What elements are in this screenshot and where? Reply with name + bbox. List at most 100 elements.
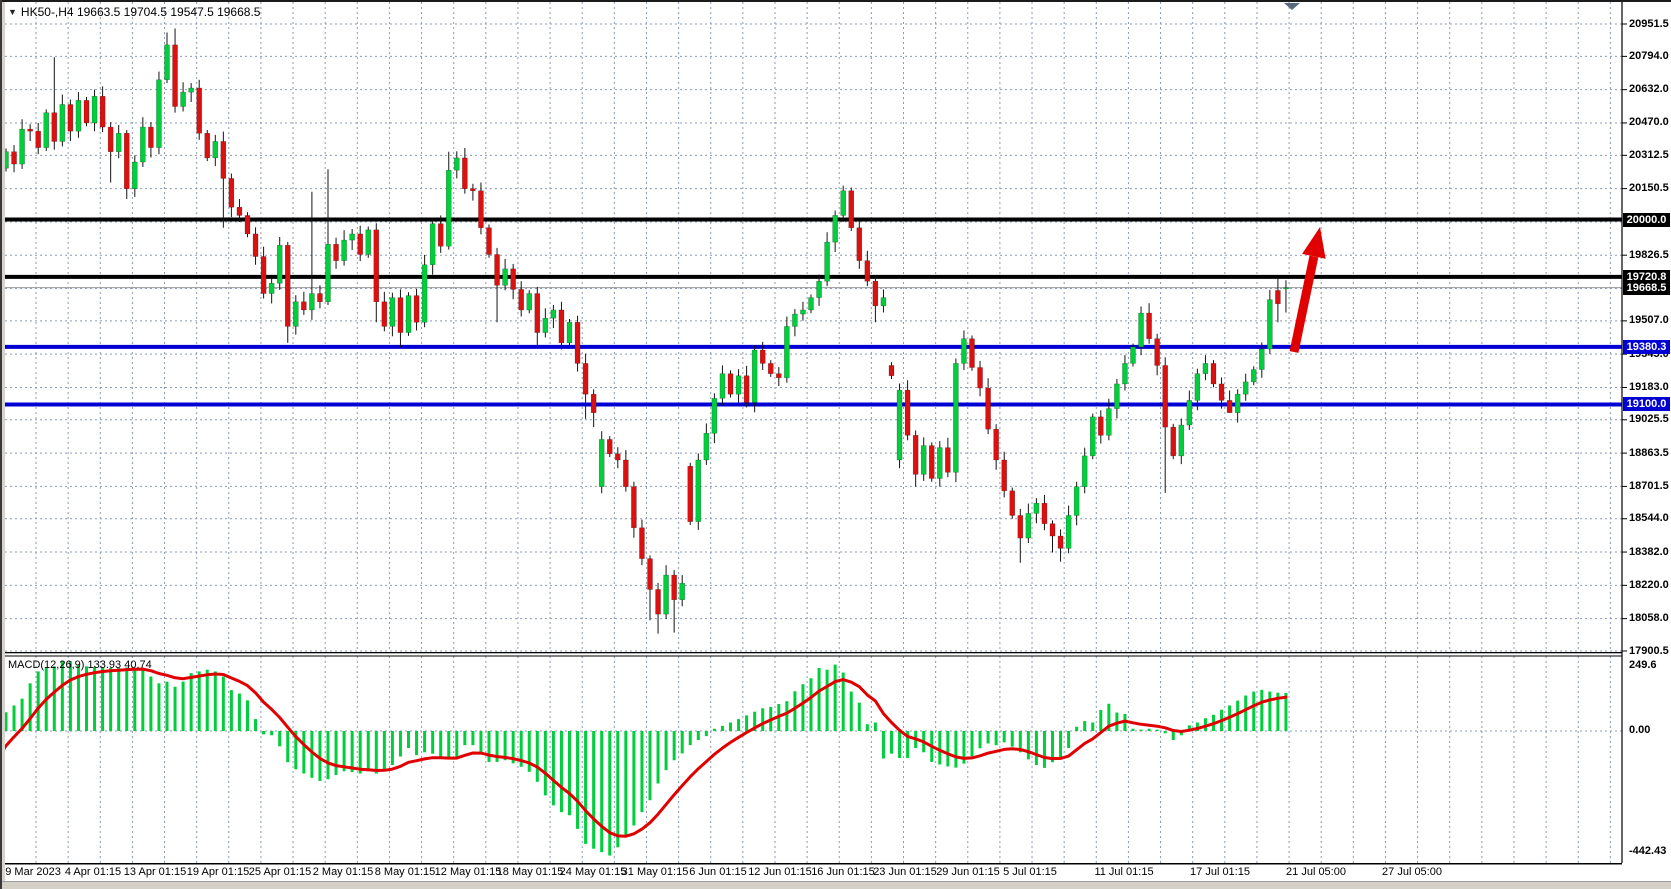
price-axis-tick-label: 18701.5	[1629, 479, 1669, 492]
macd-histogram-bar	[205, 669, 209, 731]
date-axis-label: 2 May 01:15	[312, 866, 374, 878]
bull-candle	[953, 363, 959, 473]
bear-candle	[623, 459, 629, 487]
macd-histogram-bar	[817, 668, 821, 731]
date-axis-label: 12 May 01:15	[434, 866, 502, 878]
symbol-dropdown-icon[interactable]: ▼	[8, 7, 17, 17]
macd-scale-min: -442.43	[1629, 844, 1667, 857]
macd-histogram-bar	[849, 691, 853, 731]
macd-histogram-bar	[12, 705, 16, 731]
bull-candle	[800, 309, 806, 315]
macd-histogram-bar	[712, 728, 716, 731]
price-axis-tick-label: 20951.5	[1629, 17, 1669, 30]
macd-scale-max: 249.6	[1629, 659, 1657, 672]
price-axis-tick-label: 19183.0	[1629, 380, 1669, 393]
panel-separator	[0, 655, 1622, 657]
price-axis-tick-label: 19507.0	[1629, 314, 1669, 327]
bull-candle	[1122, 363, 1128, 385]
bear-candle	[124, 132, 130, 189]
macd-histogram-bar	[632, 731, 636, 826]
price-tag-20000.0[interactable]: 20000.0	[1623, 212, 1670, 227]
bull-candle	[140, 126, 146, 163]
macd-histogram-bar	[68, 661, 72, 731]
macd-histogram-bar	[36, 671, 40, 731]
bear-candle	[671, 574, 677, 600]
bear-candle	[1009, 490, 1015, 516]
bear-candle	[1057, 535, 1064, 549]
bear-candle	[244, 215, 251, 235]
bull-candle	[293, 301, 299, 327]
macd-histogram-bar	[479, 731, 483, 754]
bull-candle	[832, 215, 838, 243]
price-axis-tick-label: 20312.5	[1629, 148, 1669, 161]
bear-candle	[687, 465, 693, 522]
macd-histogram-bar	[286, 731, 290, 763]
bear-candle	[486, 227, 492, 255]
macd-histogram-bar	[1187, 725, 1191, 731]
trend-arrow-head[interactable]	[1302, 227, 1326, 259]
macd-histogram-bar	[1252, 691, 1256, 731]
macd-histogram-bar	[1099, 710, 1103, 731]
macd-histogram-bar	[890, 731, 893, 754]
macd-histogram-bar	[1268, 691, 1272, 731]
price-tag-19720.8[interactable]: 19720.8	[1623, 269, 1670, 284]
macd-histogram-bar	[423, 731, 427, 753]
macd-histogram-bar	[181, 681, 185, 731]
bear-candle	[904, 389, 911, 436]
macd-histogram-bar	[640, 731, 644, 813]
bull-candle	[1202, 363, 1209, 374]
bear-candle	[252, 233, 259, 257]
macd-histogram-bar	[648, 731, 652, 801]
macd-histogram-bar	[994, 731, 998, 746]
last-bar-marker-icon[interactable]	[1284, 3, 1300, 10]
macd-histogram-bar	[1034, 731, 1038, 766]
panel-separator	[0, 652, 1622, 654]
bull-candle	[679, 583, 685, 600]
macd-histogram-bar	[382, 731, 386, 770]
macd-histogram-bar	[688, 731, 692, 746]
bear-candle	[285, 244, 291, 327]
macd-histogram-bar	[825, 669, 829, 731]
macd-histogram-bar	[785, 701, 789, 731]
price-axis-tick-label: 19826.5	[1629, 248, 1669, 261]
bear-candle	[864, 260, 871, 282]
bear-candle	[1226, 400, 1233, 413]
macd-histogram-bar	[946, 731, 950, 767]
bull-candle	[446, 169, 452, 247]
bull-candle	[792, 313, 798, 327]
bear-candle	[558, 309, 565, 344]
bear-candle	[317, 293, 323, 302]
bear-candle	[776, 373, 782, 379]
bear-candle	[848, 190, 854, 229]
macd-histogram-bar	[745, 715, 749, 731]
bull-candle	[164, 44, 170, 81]
bear-candle	[301, 301, 307, 311]
price-tag-19100.0[interactable]: 19100.0	[1623, 397, 1670, 412]
trend-arrow-shaft[interactable]	[1289, 255, 1319, 353]
price-tag-19380.3[interactable]: 19380.3	[1623, 339, 1670, 354]
bear-candle	[856, 227, 863, 261]
bull-candle	[188, 87, 194, 93]
bull-candle	[421, 264, 428, 323]
macd-histogram-bar	[76, 664, 80, 731]
macd-histogram-bar	[696, 731, 700, 741]
price-axis-tick-label: 18220.0	[1629, 578, 1669, 591]
macd-histogram-bar	[213, 671, 217, 731]
bull-candle	[1033, 502, 1040, 514]
bull-candle	[43, 112, 49, 148]
macd-histogram-bar	[318, 731, 322, 781]
bull-candle	[325, 243, 331, 302]
macd-histogram-bar	[1155, 729, 1159, 731]
bear-candle	[985, 387, 991, 430]
bear-candle	[67, 104, 74, 132]
macd-histogram-bar	[1010, 731, 1014, 747]
bear-candle	[220, 141, 227, 179]
bull-candle	[550, 309, 557, 319]
bear-candle	[478, 190, 484, 229]
price-tag-19668.5[interactable]: 19668.5	[1623, 280, 1670, 295]
date-axis-label: 12 Jun 01:15	[748, 866, 812, 878]
bull-candle	[784, 326, 790, 379]
macd-histogram-bar	[463, 731, 467, 746]
macd-histogram-bar	[624, 731, 628, 838]
